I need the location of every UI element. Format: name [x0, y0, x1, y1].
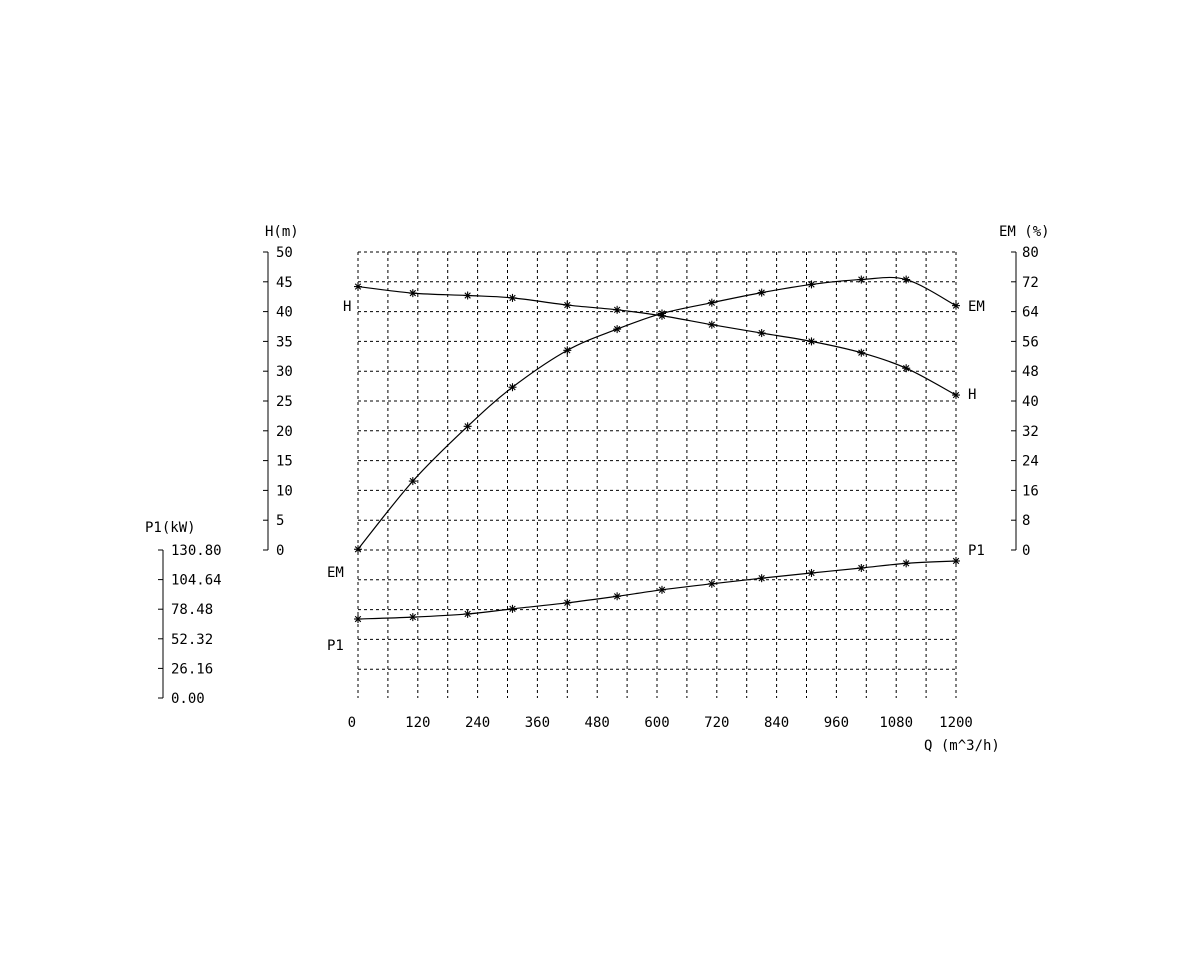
p1-tick-label: 130.80: [171, 543, 222, 559]
em-tick-label: 80: [1022, 245, 1039, 261]
h-data-point: [508, 293, 517, 302]
em-tick-label: 8: [1022, 513, 1030, 529]
h-tick-label: 30: [276, 364, 293, 380]
x-tick-label: 600: [644, 715, 669, 731]
em-tick-label: 16: [1022, 483, 1039, 499]
p1-data-point: [463, 609, 472, 618]
h-tick-label: 20: [276, 424, 293, 440]
p1-data-point: [657, 585, 666, 594]
em-data-point: [508, 383, 517, 392]
axes-layer: [158, 251, 1017, 699]
em-data-point: [707, 298, 716, 307]
p1-data-point: [857, 563, 866, 572]
h-series-label-right: H: [968, 387, 976, 403]
grid-layer: [357, 251, 957, 698]
h-tick-label: 10: [276, 483, 293, 499]
em-data-point: [757, 288, 766, 297]
p1-data-point: [563, 598, 572, 607]
em-tick-label: 24: [1022, 454, 1039, 470]
p1-data-point: [508, 604, 517, 613]
h-tick-label: 15: [276, 454, 293, 470]
p1-data-point: [807, 568, 816, 577]
p1-data-point: [757, 574, 766, 583]
h-data-point: [463, 291, 472, 300]
em-tick-label: 72: [1022, 275, 1039, 291]
h-data-point: [563, 301, 572, 310]
p1-axis-label: P1(kW): [145, 520, 196, 536]
x-tick-label: 480: [585, 715, 610, 731]
em-data-point: [657, 309, 666, 318]
em-axis-label: EM (%): [999, 224, 1050, 240]
p1-tick-label: 26.16: [171, 661, 213, 677]
em-tick-label: 64: [1022, 305, 1039, 321]
h-data-point: [952, 391, 960, 400]
h-data-point: [902, 364, 911, 373]
h-tick-label: 35: [276, 334, 293, 350]
p1-tick-label: 0.00: [171, 691, 205, 707]
em-tick-label: 32: [1022, 424, 1039, 440]
h-axis-label: H(m): [265, 224, 299, 240]
p1-tick-label: 52.32: [171, 632, 213, 648]
h-series-label-left: H: [343, 299, 351, 315]
p1-data-point: [902, 559, 911, 568]
p1-tick-label: 78.48: [171, 602, 213, 618]
em-data-point: [902, 275, 911, 284]
h-data-point: [857, 348, 866, 357]
em-tick-label: 56: [1022, 334, 1039, 350]
h-tick-label: 5: [276, 513, 284, 529]
em-data-point: [857, 275, 866, 284]
em-data-point: [563, 346, 572, 355]
h-tick-label: 40: [276, 305, 293, 321]
p1-series-label-right: P1: [968, 543, 985, 559]
em-tick-label: 48: [1022, 364, 1039, 380]
p1-data-point: [354, 615, 362, 624]
p1-tick-label: 104.64: [171, 573, 222, 589]
p1-data-point: [952, 556, 960, 565]
h-tick-label: 45: [276, 275, 293, 291]
em-data-point: [354, 545, 362, 554]
h-tick-label: 0: [276, 543, 284, 559]
h-data-point: [757, 329, 766, 338]
em-series-label-right: EM: [968, 299, 985, 315]
curves-layer: [354, 275, 960, 624]
em-tick-label: 0: [1022, 543, 1030, 559]
em-data-point: [463, 422, 472, 431]
em-data-point: [952, 301, 960, 310]
x-tick-label: 840: [764, 715, 789, 731]
p1-data-point: [707, 579, 716, 588]
h-data-point: [807, 337, 816, 346]
x-tick-label: 1200: [939, 715, 973, 731]
em-data-point: [807, 280, 816, 289]
x-tick-label: 0: [348, 715, 356, 731]
em-tick-label: 40: [1022, 394, 1039, 410]
h-data-point: [707, 320, 716, 329]
h-data-point: [354, 282, 362, 291]
p1-data-point: [613, 592, 622, 601]
x-tick-label: 120: [405, 715, 430, 731]
h-data-point: [613, 305, 622, 314]
x-tick-label: 960: [824, 715, 849, 731]
h-tick-label: 25: [276, 394, 293, 410]
em-data-point: [613, 325, 622, 334]
x-tick-label: 1080: [879, 715, 913, 731]
em-data-point: [408, 477, 417, 486]
p1-series-label-left: P1: [327, 638, 344, 654]
h-tick-label: 50: [276, 245, 293, 261]
x-tick-label: 720: [704, 715, 729, 731]
x-tick-label: 240: [465, 715, 490, 731]
p1-data-point: [408, 613, 417, 622]
h-data-point: [408, 289, 417, 298]
em-series-label-left: EM: [327, 565, 344, 581]
x-axis-label: Q (m^3/h): [924, 738, 1000, 754]
x-tick-label: 360: [525, 715, 550, 731]
